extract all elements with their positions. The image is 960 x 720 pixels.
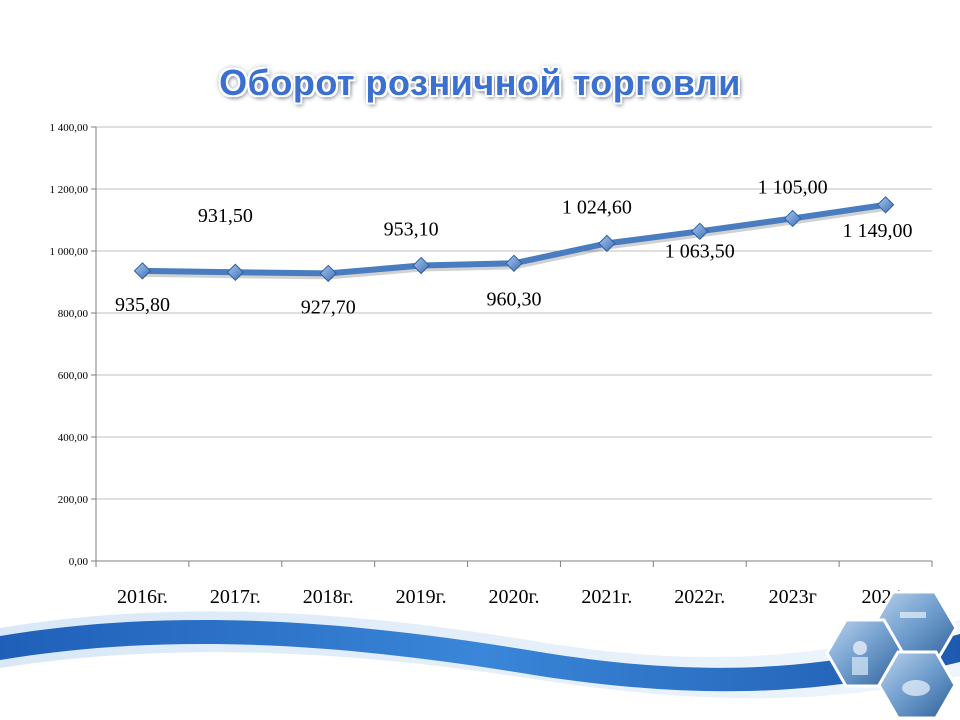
x-tick-label: 2017г. bbox=[210, 586, 261, 608]
y-tick-label: 1 200,00 bbox=[50, 184, 89, 196]
data-point-marker bbox=[319, 264, 337, 283]
x-tick-label: 2021г. bbox=[581, 586, 632, 608]
data-label: 960,30 bbox=[487, 288, 542, 310]
y-tick-label: 400,00 bbox=[58, 432, 89, 444]
x-tick-label: 2022г. bbox=[674, 586, 725, 608]
x-tick-label: 2023г bbox=[769, 586, 817, 608]
footer-wave bbox=[0, 611, 960, 720]
x-tick-label: 2016г. bbox=[117, 586, 168, 608]
hexagon-photo-cluster bbox=[825, 590, 958, 720]
data-point-marker bbox=[876, 196, 895, 214]
data-label: 1 063,50 bbox=[665, 240, 735, 262]
data-label: 1 024,60 bbox=[562, 196, 632, 218]
data-point-marker bbox=[133, 262, 152, 280]
y-tick-label: 0,00 bbox=[69, 556, 89, 568]
data-label: 1 149,00 bbox=[843, 220, 913, 242]
data-label: 1 105,00 bbox=[758, 176, 828, 198]
y-tick-label: 800,00 bbox=[58, 308, 89, 320]
data-label: 927,70 bbox=[301, 296, 356, 318]
data-label: 935,80 bbox=[115, 294, 170, 316]
data-point-marker bbox=[598, 234, 616, 253]
data-label: 931,50 bbox=[198, 205, 253, 227]
data-point-marker bbox=[226, 263, 245, 281]
data-point-marker bbox=[412, 256, 430, 275]
chart-title: Оборот розничной торговли bbox=[219, 62, 741, 103]
x-tick-label: 2018г. bbox=[303, 586, 354, 608]
data-label: 953,10 bbox=[384, 219, 439, 241]
y-tick-label: 1 400,00 bbox=[50, 122, 89, 134]
x-tick-label: 2019г. bbox=[396, 586, 447, 608]
data-point-marker bbox=[691, 222, 709, 241]
y-tick-label: 200,00 bbox=[58, 494, 89, 506]
y-tick-label: 1 000,00 bbox=[50, 246, 89, 258]
data-point-marker bbox=[783, 209, 802, 228]
x-tick-label: 2020г. bbox=[489, 586, 540, 608]
data-point-marker bbox=[505, 254, 523, 273]
y-tick-label: 600,00 bbox=[58, 370, 89, 382]
